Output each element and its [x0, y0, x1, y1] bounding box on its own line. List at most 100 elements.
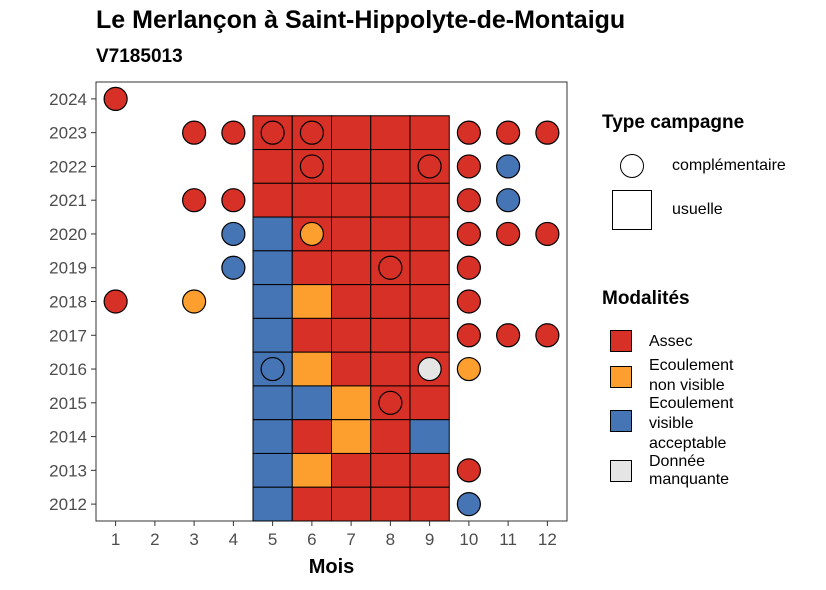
tile-2012-m9-assec — [409, 486, 450, 522]
chart-subtitle: V7185013 — [96, 46, 183, 67]
tile-2014-m5-ecoulement-visible-acceptable — [252, 419, 293, 454]
tile-2017-m5-ecoulement-visible-acceptable — [252, 317, 293, 353]
x-tick-label-12: 12 — [538, 530, 557, 549]
point-2020-m4-ecoulement-visible-acceptable — [221, 221, 246, 247]
point-2017-m12-assec — [535, 323, 560, 348]
x-tick-label-7: 7 — [346, 530, 355, 549]
y-tick-label-2024: 2024 — [49, 90, 87, 109]
point-2023-m3-assec — [182, 120, 207, 145]
point-2022-m11-ecoulement-visible-acceptable — [496, 154, 521, 179]
x-tick-label-5: 5 — [268, 530, 277, 549]
y-tick-label-2012: 2012 — [49, 495, 87, 514]
swatch-donnee-manquante — [610, 460, 632, 482]
circle-symbol-icon — [620, 154, 644, 178]
point-2020-m11-assec — [496, 221, 521, 247]
swatch-ecoulement-visible-acceptable — [610, 410, 632, 432]
tile-2019-m9-assec — [409, 250, 450, 286]
tile-2014-m6-assec — [291, 419, 332, 454]
tile-2012-m6-assec — [291, 486, 332, 522]
tile-2012-m5-ecoulement-visible-acceptable — [252, 486, 293, 522]
tile-2015-m7-ecoulement-non-visible — [331, 385, 372, 421]
x-tick-label-1: 1 — [111, 530, 120, 549]
tile-2020-m9-assec — [409, 216, 450, 252]
x-tick-label-9: 9 — [425, 530, 434, 549]
point-2023-m4-assec — [221, 120, 246, 145]
y-tick-label-2015: 2015 — [49, 394, 87, 413]
y-tick-label-2022: 2022 — [49, 157, 87, 176]
tile-2022-m7-assec — [331, 149, 372, 184]
y-tick-label-2013: 2013 — [49, 461, 87, 480]
legend-modalities: Modalités Assec Ecoulement non visible E… — [602, 288, 822, 488]
point-2015-m8-assec — [378, 390, 403, 415]
legend-label-usuelle: usuelle — [672, 201, 723, 218]
point-2018-m10-assec — [456, 289, 481, 314]
point-2021-m4-assec — [221, 188, 246, 213]
point-2016-m10-ecoulement-non-visible — [456, 356, 481, 382]
point-2020-m6-ecoulement-non-visible — [299, 221, 324, 247]
x-tick-label-2: 2 — [150, 530, 159, 549]
tile-2023-m7-assec — [331, 115, 372, 151]
tile-2016-m6-ecoulement-non-visible — [291, 351, 332, 387]
legend-label-dm-line2: manquante — [649, 471, 730, 488]
y-tick-label-2021: 2021 — [49, 191, 87, 210]
tile-2018-m5-ecoulement-visible-acceptable — [252, 284, 293, 319]
tile-2020-m5-ecoulement-visible-acceptable — [252, 216, 293, 252]
legend-label-complementaire: complémentaire — [672, 157, 786, 174]
point-2013-m10-assec — [456, 458, 481, 483]
square-symbol-icon — [612, 190, 652, 230]
point-2019-m10-assec — [456, 255, 481, 280]
swatch-assec — [610, 330, 632, 352]
point-2020-m10-assec — [456, 221, 481, 247]
legend-label-env-line2: non visible — [649, 377, 725, 394]
y-tick-label-2017: 2017 — [49, 326, 87, 345]
legend-campaign-title: Type campagne — [602, 112, 745, 133]
y-tick-label-2018: 2018 — [49, 293, 87, 312]
tile-2016-m7-assec — [331, 351, 372, 387]
point-2019-m4-ecoulement-visible-acceptable — [221, 255, 246, 280]
tile-2021-m5-assec — [252, 182, 293, 218]
y-tick-label-2023: 2023 — [49, 124, 87, 143]
tile-2015-m5-ecoulement-visible-acceptable — [252, 385, 293, 421]
tile-2012-m8-assec — [370, 486, 411, 522]
point-2021-m11-ecoulement-visible-acceptable — [496, 188, 521, 213]
legend-item-donnee-manquante: Donnée manquante — [602, 452, 802, 492]
point-2023-m12-assec — [535, 120, 560, 145]
point-2023-m10-assec — [456, 120, 481, 145]
tile-2012-m7-assec — [331, 486, 372, 522]
legend-item-usuelle: usuelle — [602, 190, 822, 238]
tile-2021-m8-assec — [370, 182, 411, 218]
y-tick-label-2014: 2014 — [49, 428, 87, 447]
y-tick-label-2016: 2016 — [49, 360, 87, 379]
legend-item-assec: Assec — [602, 328, 802, 358]
tile-2013-m9-assec — [409, 452, 450, 488]
tile-2020-m8-assec — [370, 216, 411, 252]
tile-2022-m8-assec — [370, 149, 411, 184]
x-tick-label-8: 8 — [386, 530, 395, 549]
tile-2019-m5-ecoulement-visible-acceptable — [252, 250, 293, 286]
y-tick-label-2019: 2019 — [49, 259, 87, 278]
tile-2023-m9-assec — [409, 115, 450, 151]
x-tick-label-3: 3 — [189, 530, 198, 549]
legend-label-assec-line1: Assec — [649, 333, 693, 350]
tile-2017-m9-assec — [409, 317, 450, 353]
tile-2018-m6-ecoulement-non-visible — [291, 284, 332, 319]
point-2016-m5-ecoulement-visible-acceptable — [260, 356, 285, 382]
legend-item-ecoulement-non-visible: Ecoulement non visible — [602, 356, 802, 396]
tile-2021-m9-assec — [409, 182, 450, 218]
legend-label-env-line1: Ecoulement — [649, 357, 734, 374]
tile-2023-m8-assec — [370, 115, 411, 151]
point-2021-m3-assec — [182, 188, 207, 213]
x-tick-label-10: 10 — [459, 530, 478, 549]
point-2012-m10-ecoulement-visible-acceptable — [456, 492, 481, 517]
point-2023-m6-assec — [299, 120, 324, 145]
tile-2013-m7-assec — [331, 452, 372, 488]
tile-2022-m5-assec — [252, 149, 293, 184]
point-2023-m11-assec — [496, 120, 521, 145]
point-2018-m1-assec — [103, 289, 128, 314]
tile-2018-m9-assec — [409, 284, 450, 319]
tile-2019-m7-assec — [331, 250, 372, 286]
point-2023-m5-assec — [260, 120, 285, 145]
tile-2018-m7-assec — [331, 284, 372, 319]
swatch-ecoulement-non-visible — [610, 366, 632, 388]
tile-2013-m6-ecoulement-non-visible — [291, 452, 332, 488]
